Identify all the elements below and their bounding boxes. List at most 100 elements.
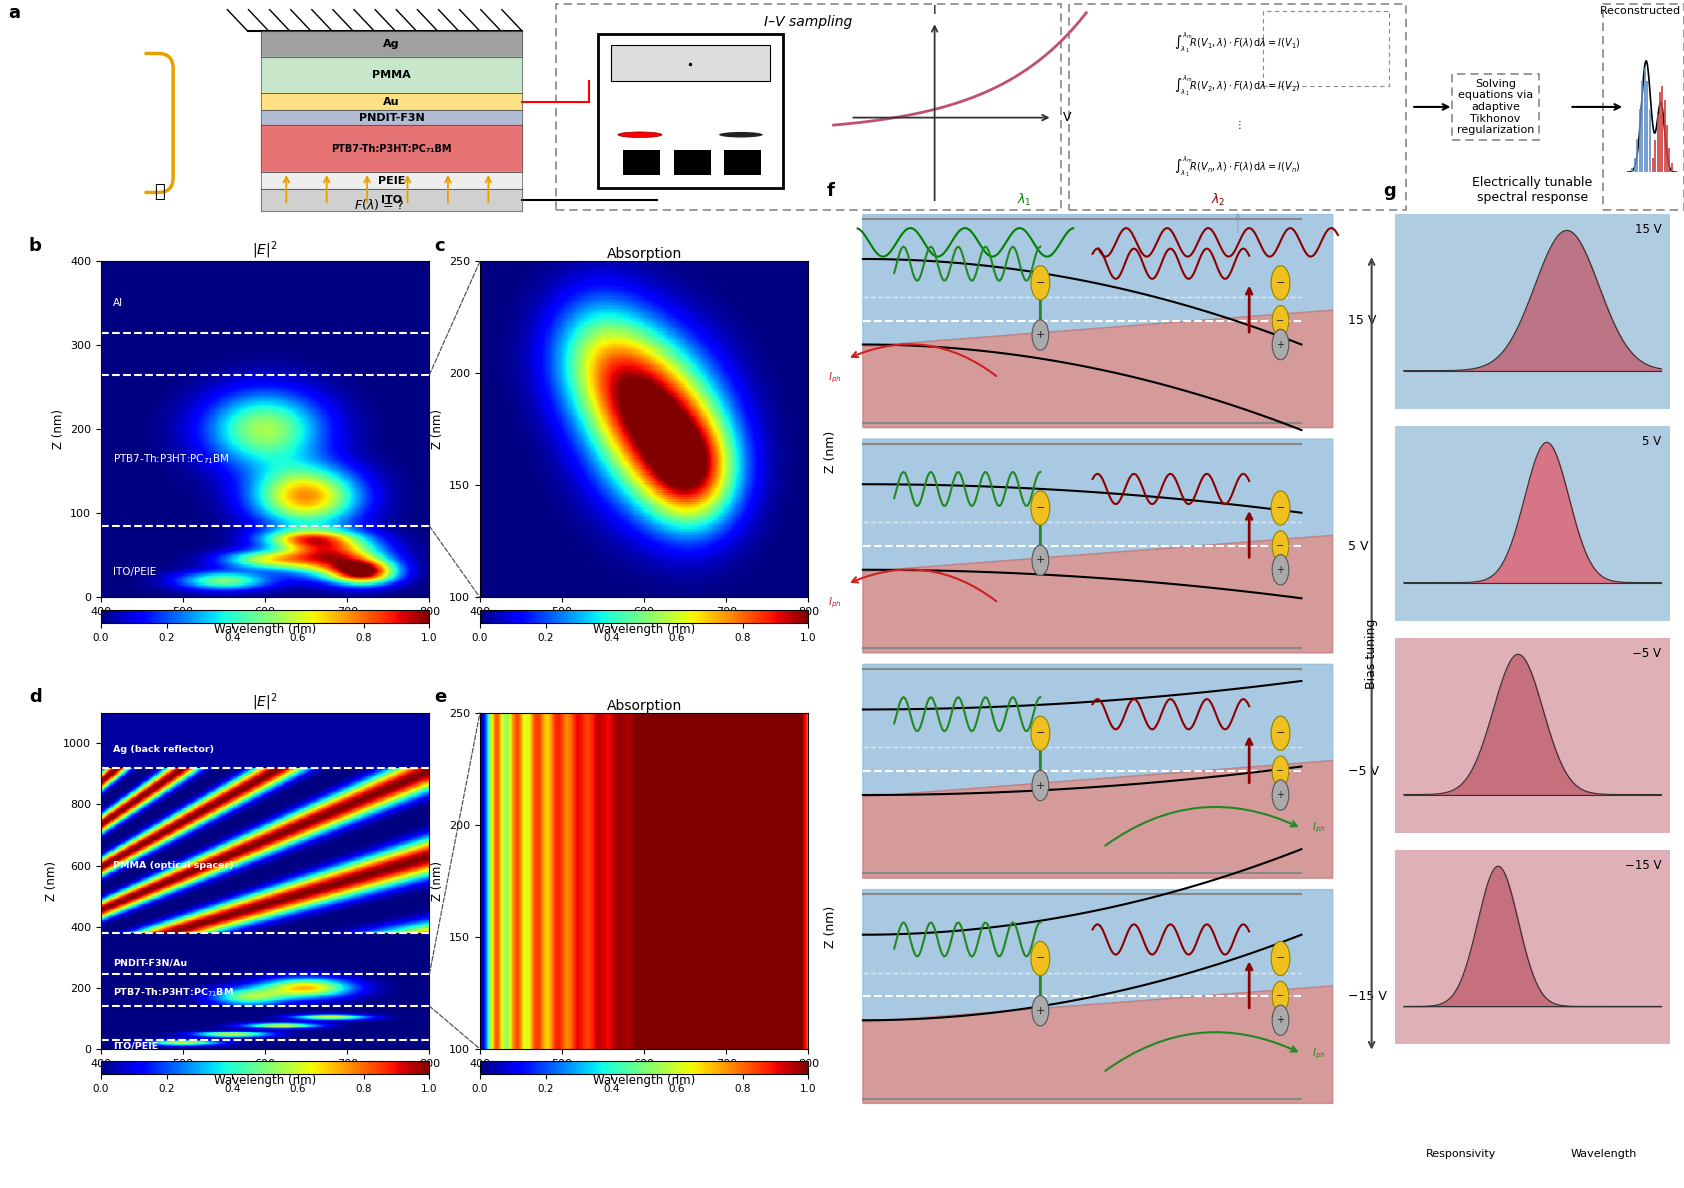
FancyBboxPatch shape	[1394, 425, 1671, 620]
Bar	[261, 189, 522, 210]
Text: Reconstructed $F'(\lambda)$: Reconstructed $F'(\lambda)$	[1598, 5, 1684, 18]
Text: Z (nm): Z (nm)	[823, 430, 837, 473]
FancyBboxPatch shape	[1394, 214, 1671, 409]
Y-axis label: Z (nm): Z (nm)	[431, 861, 443, 901]
Text: I: I	[933, 4, 936, 17]
Text: Ag (back reflector): Ag (back reflector)	[113, 745, 214, 754]
Text: −5 V: −5 V	[1349, 765, 1379, 778]
Bar	[261, 172, 522, 189]
Circle shape	[1032, 770, 1049, 801]
Y-axis label: Z (nm): Z (nm)	[431, 410, 443, 449]
Bar	[1637, 139, 1639, 172]
Text: $\lambda_2$: $\lambda_2$	[1211, 192, 1226, 208]
Text: +: +	[1276, 564, 1285, 575]
Circle shape	[1271, 941, 1290, 975]
Text: Al: Al	[113, 298, 123, 309]
Text: b: b	[29, 236, 42, 254]
Circle shape	[1031, 716, 1049, 751]
Title: Absorption: Absorption	[606, 699, 682, 713]
Bar	[1644, 68, 1645, 172]
Bar	[261, 125, 522, 172]
Text: c: c	[434, 236, 445, 254]
Bar	[598, 34, 783, 188]
Title: $|E|^2$: $|E|^2$	[253, 691, 278, 713]
Polygon shape	[862, 664, 1332, 797]
Circle shape	[1271, 266, 1290, 299]
Text: +: +	[1276, 1016, 1285, 1025]
Text: 15 V: 15 V	[1349, 315, 1378, 327]
Polygon shape	[862, 310, 1332, 428]
Text: V: V	[1063, 112, 1071, 124]
Bar	[674, 150, 711, 176]
Text: −: −	[1036, 278, 1046, 287]
Text: +: +	[1036, 1006, 1046, 1016]
Bar	[1662, 86, 1664, 172]
Circle shape	[1032, 320, 1049, 350]
X-axis label: Wavelength (nm): Wavelength (nm)	[593, 1074, 695, 1087]
Bar	[1659, 93, 1660, 172]
Bar	[1632, 168, 1633, 172]
Circle shape	[719, 132, 763, 138]
Text: 5 V: 5 V	[1349, 539, 1369, 552]
Text: $F(\lambda)$ = ?: $F(\lambda)$ = ?	[354, 197, 404, 211]
Text: ITO/PEIE: ITO/PEIE	[113, 567, 157, 577]
Text: Z (nm): Z (nm)	[823, 905, 837, 948]
Text: $I_{ph}$: $I_{ph}$	[829, 596, 842, 611]
Polygon shape	[862, 760, 1332, 878]
Text: −15 V: −15 V	[1349, 990, 1388, 1003]
Text: ITO: ITO	[381, 195, 402, 206]
Bar	[261, 31, 522, 57]
Text: −: −	[1036, 503, 1046, 513]
Text: −15 V: −15 V	[1625, 859, 1660, 872]
Text: −: −	[1036, 728, 1046, 738]
Text: $\int_{\lambda_1}^{\lambda_m}\!R(V_n,\lambda)\cdot F(\lambda)\,\mathrm{d}\lambda: $\int_{\lambda_1}^{\lambda_m}\!R(V_n,\la…	[1174, 154, 1302, 179]
Bar	[1642, 81, 1644, 172]
Text: ITO/PEIE: ITO/PEIE	[113, 1042, 158, 1050]
Title: $|E|^2$: $|E|^2$	[253, 240, 278, 261]
Text: −: −	[1276, 503, 1285, 513]
Bar	[623, 150, 660, 176]
Text: +: +	[1276, 340, 1285, 349]
X-axis label: Wavelength (nm): Wavelength (nm)	[214, 1074, 317, 1087]
Circle shape	[1271, 716, 1290, 751]
Text: PMMA: PMMA	[372, 70, 411, 80]
Text: f: f	[827, 182, 834, 200]
X-axis label: Wavelength (nm): Wavelength (nm)	[593, 623, 695, 636]
Circle shape	[1031, 266, 1049, 299]
Text: d: d	[29, 688, 42, 706]
Circle shape	[1271, 531, 1288, 561]
Text: 5 V: 5 V	[1642, 435, 1660, 448]
Bar	[1633, 158, 1635, 172]
Text: $\vdots$: $\vdots$	[1234, 118, 1241, 131]
Text: −5 V: −5 V	[1632, 647, 1660, 661]
Circle shape	[1271, 491, 1290, 525]
Bar	[1669, 148, 1671, 172]
Polygon shape	[862, 890, 1332, 1022]
Text: −: −	[1276, 992, 1285, 1001]
Bar	[261, 125, 522, 172]
Bar	[261, 93, 522, 110]
Circle shape	[1271, 555, 1288, 584]
Bar	[261, 93, 522, 110]
FancyBboxPatch shape	[1394, 638, 1671, 833]
Bar	[1639, 109, 1640, 172]
Text: Ag: Ag	[384, 39, 399, 49]
Text: −: −	[1036, 954, 1046, 963]
Text: Solving
equations via
adaptive
Tikhonov
regularization: Solving equations via adaptive Tikhonov …	[1457, 78, 1534, 135]
Text: Wavelength: Wavelength	[1571, 1150, 1637, 1159]
Circle shape	[618, 132, 662, 138]
Text: PNDIT-F3N/Au: PNDIT-F3N/Au	[113, 959, 187, 968]
Circle shape	[1032, 996, 1049, 1026]
Text: PEIE: PEIE	[377, 176, 406, 185]
Polygon shape	[862, 214, 1332, 347]
Text: g: g	[1384, 182, 1396, 200]
Bar	[261, 57, 522, 93]
Text: +: +	[1036, 555, 1046, 565]
Text: $I_{ph}$: $I_{ph}$	[1312, 1047, 1325, 1061]
Text: e: e	[434, 688, 446, 706]
Text: PTB7-Th:P3HT:PC₇₁BM: PTB7-Th:P3HT:PC₇₁BM	[332, 144, 451, 153]
Bar	[1649, 109, 1650, 172]
Circle shape	[1271, 981, 1288, 1012]
Circle shape	[1032, 545, 1049, 575]
Text: Au: Au	[384, 96, 399, 107]
